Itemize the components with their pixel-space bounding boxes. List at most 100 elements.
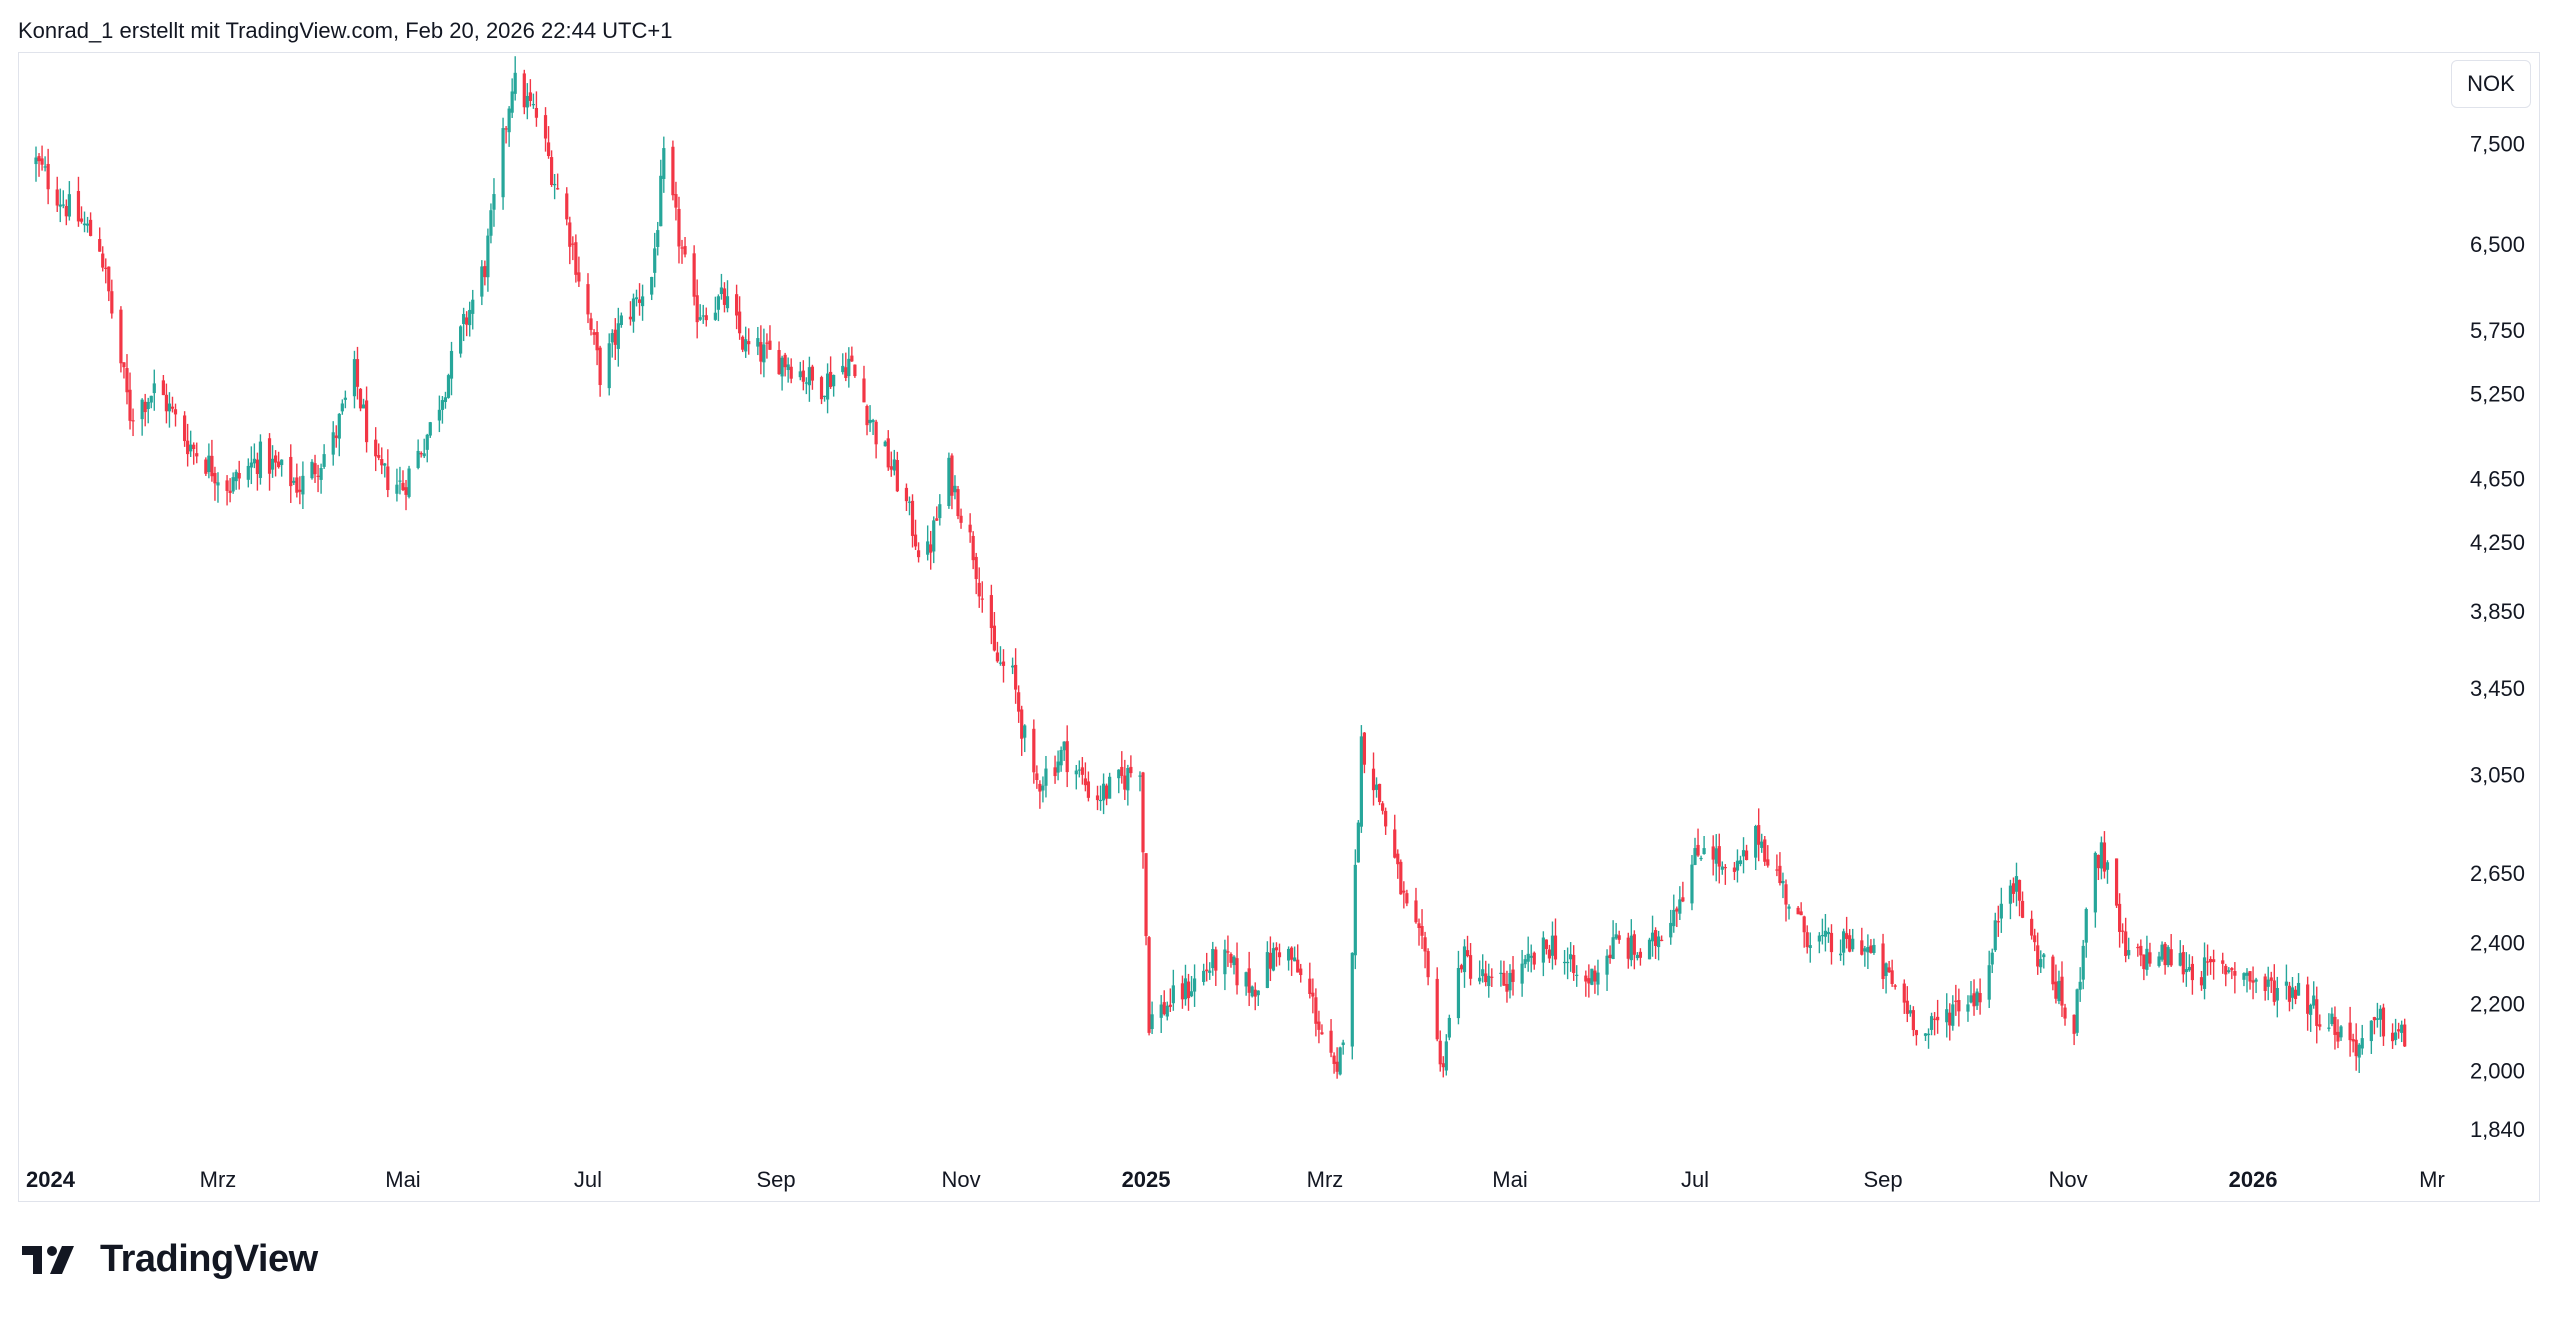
candle-body [926, 541, 930, 555]
candle-body [2254, 979, 2258, 982]
candle-body [2008, 885, 2013, 904]
candle-body [1914, 1030, 1919, 1036]
candles-group [34, 56, 2407, 1079]
candle-body [2360, 1038, 2364, 1049]
candle-body [274, 455, 278, 463]
candle-body [1481, 969, 1485, 977]
candle-body [46, 163, 50, 190]
tradingview-wordmark: TradingView [100, 1238, 318, 1280]
candle-body [2287, 985, 2292, 1002]
candle-body [1165, 1005, 1169, 1017]
candle-body [513, 72, 517, 94]
candle-body [1299, 968, 1303, 976]
candle-body [653, 248, 657, 273]
candle-body [1511, 969, 1515, 982]
candle-body [1993, 920, 1997, 951]
candle-body [1417, 923, 1421, 928]
candle-body [2381, 1007, 2386, 1037]
candle-body [225, 480, 229, 491]
candle-body [2212, 959, 2216, 963]
candle-body [1268, 952, 1272, 969]
candle-body [1690, 864, 1694, 904]
candle-body [2333, 1016, 2337, 1035]
candle-body [2105, 862, 2110, 870]
candle-body [1296, 959, 1300, 973]
candle-body [695, 295, 699, 323]
candle-body [865, 406, 869, 426]
candle-body [1001, 661, 1006, 666]
candle-body [1744, 850, 1749, 861]
candle-body [2017, 879, 2022, 901]
candle-body [2306, 984, 2310, 1014]
candle-body [1020, 709, 1024, 739]
candle-body [1499, 972, 1503, 974]
candle-body [2148, 952, 2152, 964]
candle-body [501, 128, 505, 198]
candle-body [449, 350, 454, 379]
candle-body [110, 291, 114, 314]
candle-body [1444, 1041, 1448, 1071]
candle-body [2127, 950, 2131, 956]
candle-body [61, 204, 65, 206]
candle-body [1080, 767, 1084, 775]
candle-body [659, 175, 663, 227]
candle-body [1426, 951, 1430, 978]
candle-body [43, 166, 47, 168]
candle-body [1459, 965, 1464, 970]
candle-body [1575, 974, 1579, 976]
candle-body [977, 582, 981, 597]
footer-brand: TradingView [20, 1238, 318, 1281]
candle-body [298, 489, 302, 492]
candle-body [713, 312, 717, 320]
currency-badge[interactable]: NOK [2451, 60, 2531, 108]
candle-body [237, 472, 241, 479]
candle-body [2124, 931, 2128, 956]
candle-body [1523, 959, 1527, 965]
candle-body [2142, 954, 2146, 970]
candle-body [79, 218, 84, 222]
candle-body [2042, 954, 2046, 958]
candle-body [874, 421, 878, 445]
candle-body [395, 484, 399, 494]
candle-body [1338, 1047, 1342, 1075]
candle-body [443, 397, 448, 402]
candle-body [446, 375, 451, 398]
candle-body [2272, 980, 2276, 1002]
candle-body [553, 183, 557, 186]
time-tick-label: Jul [574, 1167, 602, 1192]
candle-body [2030, 918, 2034, 936]
candle-body [2312, 995, 2316, 1006]
candle-body [1948, 1012, 1952, 1026]
candle-body [1447, 1017, 1451, 1038]
candle-body [152, 383, 156, 394]
price-tick-label: 7,500 [2470, 131, 2525, 156]
price-tick-label: 3,050 [2470, 762, 2525, 787]
candle-body [2202, 957, 2207, 989]
candle-body [131, 420, 135, 422]
candle-body [1860, 940, 1864, 955]
candle-body [88, 219, 93, 236]
time-tick-label: Mai [1492, 1167, 1527, 1192]
candle-body [1766, 859, 1770, 866]
candle-body [1377, 783, 1382, 803]
candle-body [207, 455, 211, 473]
candle-body [1869, 945, 1873, 953]
candle-body [822, 395, 827, 398]
candle-body [1293, 957, 1297, 962]
candle-body [2190, 963, 2194, 981]
candle-body [2139, 945, 2143, 956]
candle-body [735, 294, 739, 316]
price-tick-label: 2,650 [2470, 861, 2525, 886]
candle-body [1487, 975, 1491, 987]
candle-body [2054, 981, 2058, 999]
candle-body [164, 394, 169, 412]
candle-body [1095, 795, 1100, 801]
candle-body [1584, 975, 1588, 982]
candle-body [1353, 864, 1357, 956]
candle-body [2266, 979, 2270, 987]
candle-body [1820, 935, 1824, 937]
candle-body [768, 340, 772, 350]
candle-body [1805, 932, 1809, 948]
candle-body [2378, 1008, 2383, 1020]
